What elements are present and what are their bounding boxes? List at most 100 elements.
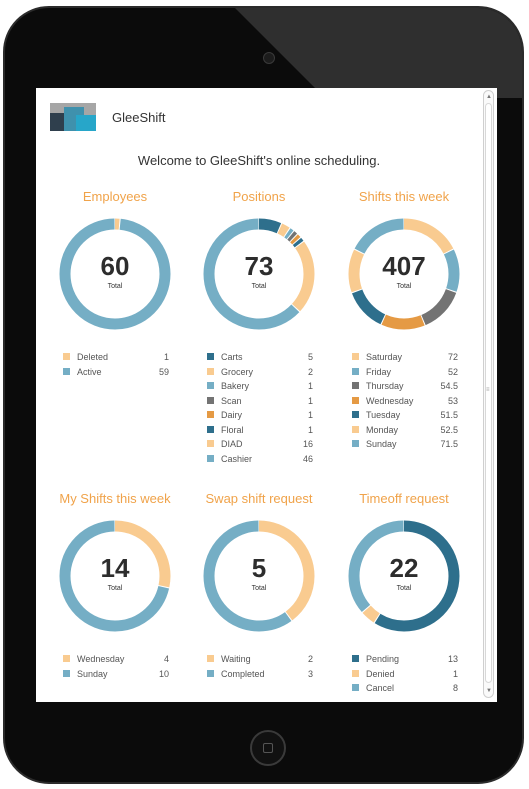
chart-legend: Pending 13 Denied 1 Cancel 8 <box>350 652 462 696</box>
legend-swatch-icon <box>207 425 214 433</box>
donut-segment[interactable] <box>203 520 315 632</box>
donut-total-value: 14 <box>100 553 130 583</box>
legend-value: 52 <box>447 366 458 377</box>
dashboard-card[interactable]: Positions 73 Total Carts 5 Grocery 2 Bakery 1 Sca… <box>187 188 331 466</box>
legend-item[interactable]: Scan 1 <box>205 394 317 409</box>
donut-total-value: 73 <box>244 251 274 281</box>
donut-svg <box>348 218 460 330</box>
dashboard-card[interactable]: Shifts this week 407 Total Saturday 72 Friday… <box>332 188 476 452</box>
legend-item[interactable]: Active 59 <box>61 365 173 380</box>
donut-segment[interactable] <box>59 520 171 632</box>
legend-item[interactable]: Bakery 1 <box>205 379 317 394</box>
card-title: Shifts this week <box>358 189 450 204</box>
app-header: GleeShift <box>36 88 482 144</box>
legend-item[interactable]: Completed 3 <box>205 667 317 682</box>
legend-label: Wednesday <box>77 654 125 664</box>
legend-label: Thursday <box>366 381 404 391</box>
legend-value: 4 <box>163 654 169 664</box>
legend-swatch-icon <box>207 669 214 677</box>
home-button[interactable] <box>250 730 286 766</box>
legend-label: Carts <box>221 352 243 362</box>
legend-item[interactable]: Sunday 71.5 <box>350 437 462 452</box>
chart-legend: Waiting 2 Completed 3 <box>205 652 317 681</box>
legend-item[interactable]: Wednesday 53 <box>350 394 462 409</box>
donut-segment[interactable] <box>203 218 315 330</box>
legend-item[interactable]: Waiting 2 <box>205 652 317 667</box>
legend-item[interactable]: Denied 1 <box>350 667 462 682</box>
legend-swatch-icon <box>63 367 70 375</box>
donut-segment[interactable] <box>59 218 171 330</box>
donut-segment[interactable] <box>348 520 460 632</box>
legend-item[interactable]: Grocery 2 <box>205 365 317 380</box>
donut-segment[interactable] <box>348 520 460 632</box>
legend-value: 1 <box>307 424 313 435</box>
legend-item[interactable]: Saturday 72 <box>350 350 462 365</box>
legend-swatch-icon <box>207 353 214 360</box>
scroll-down-icon[interactable]: ▼ <box>486 688 492 694</box>
legend-swatch-icon <box>207 382 214 389</box>
donut-segment[interactable] <box>348 218 460 330</box>
legend-label: Grocery <box>221 366 254 377</box>
donut-svg <box>203 218 315 330</box>
legend-value: 2 <box>307 654 313 664</box>
donut-svg <box>348 520 460 632</box>
donut-segment[interactable] <box>348 218 460 330</box>
scroll-grip-icon: ≡ <box>486 387 490 393</box>
legend-item[interactable]: Monday 52.5 <box>350 423 462 438</box>
legend-value: 54.5 <box>440 381 458 391</box>
scroll-thumb[interactable] <box>485 103 492 683</box>
donut-segment[interactable] <box>203 218 315 330</box>
legend-item[interactable]: Wednesday 4 <box>61 652 173 667</box>
donut-svg <box>203 520 315 632</box>
dashboard-card[interactable]: Timeoff request 22 Total Pending 13 Denied 1 Ca… <box>332 490 476 696</box>
vertical-scrollbar[interactable]: ▲ ≡ ▼ <box>483 90 494 698</box>
legend-item[interactable]: Floral 1 <box>205 423 317 438</box>
donut-segment[interactable] <box>203 218 315 330</box>
donut-total-label: Total <box>251 283 267 290</box>
legend-value: 52.5 <box>440 424 458 435</box>
legend-item[interactable]: Sunday 10 <box>61 667 173 682</box>
legend-item[interactable]: Thursday 54.5 <box>350 379 462 394</box>
donut-chart: 22 Total <box>346 518 462 634</box>
legend-value: 1 <box>452 668 458 679</box>
card-title: Timeoff request <box>359 491 449 506</box>
legend-value: 71.5 <box>440 439 458 449</box>
legend-value: 1 <box>307 381 313 391</box>
legend-item[interactable]: Cashier 46 <box>205 452 317 467</box>
legend-label: Sunday <box>366 439 397 449</box>
donut-segment[interactable] <box>59 218 171 330</box>
legend-swatch-icon <box>352 353 359 360</box>
legend-value: 5 <box>307 352 313 362</box>
legend-value: 46 <box>302 453 313 464</box>
legend-item[interactable]: Deleted 1 <box>61 350 173 365</box>
donut-segment[interactable] <box>203 520 315 632</box>
legend-item[interactable]: Tuesday 51.5 <box>350 408 462 423</box>
legend-item[interactable]: Carts 5 <box>205 350 317 365</box>
legend-label: Waiting <box>221 654 251 664</box>
donut-segment[interactable] <box>348 218 460 330</box>
dashboard-card[interactable]: Swap shift request 5 Total Waiting 2 Complete… <box>187 490 331 681</box>
legend-swatch-icon <box>63 669 70 677</box>
legend-item[interactable]: Cancel 8 <box>350 681 462 696</box>
legend-label: Sunday <box>77 668 108 679</box>
legend-item[interactable]: Pending 13 <box>350 652 462 667</box>
scroll-up-icon[interactable]: ▲ <box>486 94 492 100</box>
legend-label: Denied <box>366 668 395 679</box>
legend-label: Saturday <box>366 352 403 362</box>
donut-segment[interactable] <box>348 218 460 330</box>
legend-item[interactable]: Dairy 1 <box>205 408 317 423</box>
dashboard-card[interactable]: My Shifts this week 14 Total Wednesday 4 Sund… <box>43 490 187 681</box>
donut-segment[interactable] <box>59 520 171 632</box>
legend-value: 1 <box>307 410 313 420</box>
donut-total-label: Total <box>396 585 412 592</box>
gleeshift-logo[interactable] <box>50 103 96 131</box>
legend-item[interactable]: DIAD 16 <box>205 437 317 452</box>
legend-label: Active <box>77 366 102 377</box>
donut-total-value: 5 <box>251 553 267 583</box>
legend-swatch-icon <box>352 382 359 389</box>
legend-value: 16 <box>302 439 313 449</box>
legend-swatch-icon <box>207 367 214 375</box>
legend-item[interactable]: Friday 52 <box>350 365 462 380</box>
legend-swatch-icon <box>352 669 359 677</box>
dashboard-card[interactable]: Employees 60 Total Deleted 1 Active 59 <box>43 188 187 379</box>
